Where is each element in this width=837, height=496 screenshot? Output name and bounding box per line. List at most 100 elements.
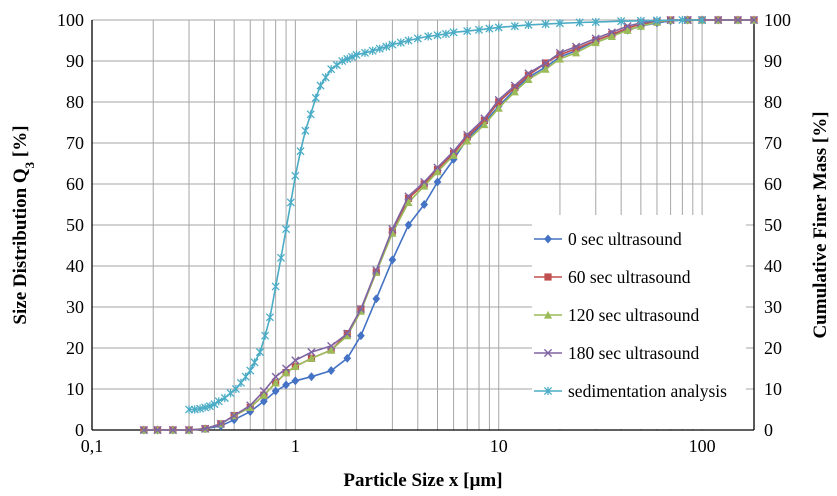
data-point	[449, 28, 458, 37]
data-point	[541, 58, 550, 68]
left-y-tick-label: 90	[66, 51, 84, 71]
data-point	[311, 93, 320, 102]
x-tick-label: 10	[490, 436, 508, 456]
data-point	[524, 71, 533, 79]
data-point	[404, 220, 413, 230]
legend-item: 180 sec ultrasound	[534, 343, 699, 363]
legend-background	[532, 215, 746, 429]
data-point	[276, 253, 286, 262]
data-point	[291, 362, 300, 371]
data-point	[463, 130, 472, 139]
data-point	[541, 65, 550, 73]
left-y-axis-title-main: Size Distribution Q	[10, 168, 31, 324]
data-point	[271, 386, 280, 396]
series-5	[184, 15, 707, 414]
legend-marker	[543, 310, 553, 319]
data-point	[413, 34, 422, 43]
data-point	[307, 354, 316, 362]
left-y-tick-label: 0	[75, 420, 84, 440]
left-y-tick-label: 50	[66, 215, 84, 235]
data-point	[286, 198, 295, 207]
data-point	[623, 22, 632, 31]
legend-item: 0 sec ultrasound	[534, 229, 682, 249]
data-point	[307, 372, 316, 382]
data-point	[259, 391, 268, 399]
data-point	[231, 384, 240, 394]
data-point	[396, 38, 405, 47]
data-point	[216, 419, 225, 428]
data-point	[388, 225, 397, 234]
data-point	[327, 341, 336, 351]
data-point	[321, 73, 330, 82]
right-y-tick-label: 20	[764, 338, 782, 358]
data-point	[510, 22, 519, 31]
data-point	[623, 26, 632, 34]
data-point	[236, 378, 246, 387]
data-point	[433, 31, 442, 40]
data-point	[433, 163, 442, 172]
data-point	[572, 45, 580, 53]
right-y-tick-label: 90	[764, 51, 782, 71]
left-y-tick-label: 60	[66, 174, 84, 194]
data-point	[480, 114, 489, 123]
data-point	[214, 397, 223, 406]
data-point	[368, 46, 377, 55]
left-y-tick-label: 20	[66, 338, 84, 358]
data-point	[463, 136, 472, 145]
data-point	[571, 48, 581, 57]
data-point	[678, 15, 687, 25]
x-tick-label: 1	[291, 436, 300, 456]
data-point	[205, 402, 214, 411]
data-point	[301, 126, 310, 135]
data-point	[571, 42, 581, 51]
data-point	[733, 15, 742, 25]
legend-marker	[543, 386, 553, 396]
legend-marker	[544, 273, 552, 281]
data-point	[591, 38, 600, 47]
data-point	[420, 181, 429, 190]
data-point	[265, 313, 275, 322]
data-point	[607, 28, 616, 37]
data-point	[201, 403, 210, 412]
data-point	[296, 147, 305, 156]
data-point	[617, 17, 626, 26]
data-point	[541, 20, 550, 29]
right-y-tick-label: 10	[764, 379, 782, 399]
data-point	[555, 54, 565, 63]
data-point	[316, 81, 325, 90]
data-point	[636, 22, 645, 30]
data-point	[698, 15, 707, 25]
data-point	[433, 177, 442, 187]
data-point	[555, 19, 565, 28]
data-point	[343, 329, 352, 338]
data-point	[291, 171, 300, 180]
data-point	[494, 23, 503, 32]
data-point	[404, 192, 413, 201]
x-tick-label: 0,1	[81, 436, 104, 456]
data-point	[250, 358, 259, 367]
data-point	[575, 18, 584, 27]
data-point	[404, 198, 413, 207]
legend-item: 120 sec ultrasound	[534, 305, 699, 325]
data-point	[449, 151, 458, 159]
left-y-tick-label: 40	[66, 256, 84, 276]
legend-item: 60 sec ultrasound	[534, 267, 691, 287]
data-point	[356, 304, 365, 314]
left-y-axis-title: Size Distribution Q3 [%]	[10, 125, 37, 324]
data-point	[271, 378, 280, 387]
legend-item: sedimentation analysis	[534, 381, 727, 401]
data-point	[463, 26, 472, 36]
legend-label: 0 sec ultrasound	[568, 229, 682, 249]
left-y-tick-label: 100	[57, 10, 84, 30]
data-point	[449, 147, 458, 156]
right-y-tick-label: 30	[764, 297, 782, 317]
data-point	[196, 404, 205, 413]
right-y-tick-label: 60	[764, 174, 782, 194]
data-point	[281, 225, 291, 234]
data-point	[327, 345, 336, 354]
data-point	[201, 424, 210, 433]
legend-marker	[543, 348, 553, 358]
data-point	[420, 199, 429, 210]
data-point	[388, 255, 397, 265]
data-point	[230, 411, 239, 420]
